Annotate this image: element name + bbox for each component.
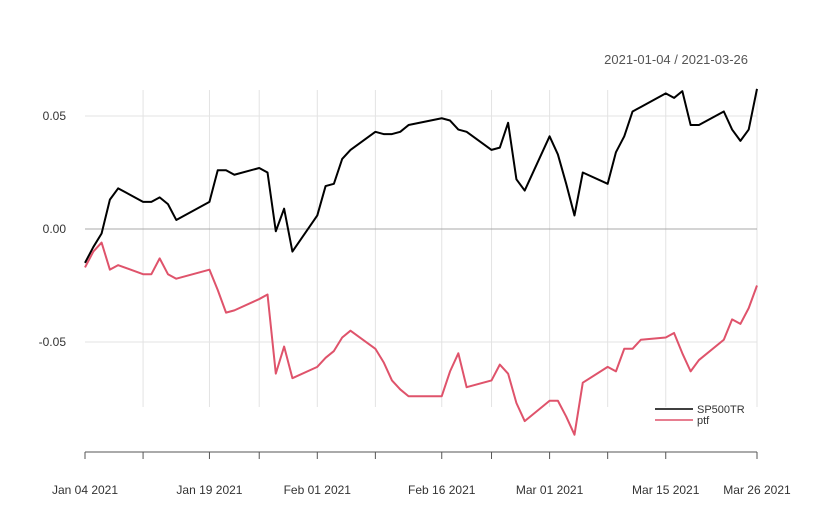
legend-label: ptf <box>697 415 710 427</box>
x-tick-label: Mar 26 2021 <box>723 483 791 497</box>
x-tick-label: Jan 04 2021 <box>52 483 118 497</box>
y-tick-label: -0.05 <box>39 335 67 349</box>
grid-lines <box>85 90 758 407</box>
y-tick-label: 0.00 <box>43 222 67 236</box>
date-range-label: 2021-01-04 / 2021-03-26 <box>604 52 748 67</box>
y-axis: 0.05 0.00 -0.05 <box>39 109 67 349</box>
x-tick-label: Mar 15 2021 <box>632 483 700 497</box>
legend-label: SP500TR <box>697 404 745 416</box>
x-tick-label: Jan 19 2021 <box>176 483 242 497</box>
series-line-ptf <box>84 241 758 436</box>
y-tick-label: 0.05 <box>43 109 67 123</box>
x-tick-label: Mar 01 2021 <box>516 483 584 497</box>
series-lines <box>84 88 758 436</box>
series-line-sp500tr <box>84 88 758 264</box>
x-tick-label: Feb 16 2021 <box>408 483 476 497</box>
x-tick-label: Feb 01 2021 <box>284 483 352 497</box>
x-axis: Jan 04 2021 Jan 19 2021 Feb 01 2021 Feb 16 … <box>52 451 791 497</box>
